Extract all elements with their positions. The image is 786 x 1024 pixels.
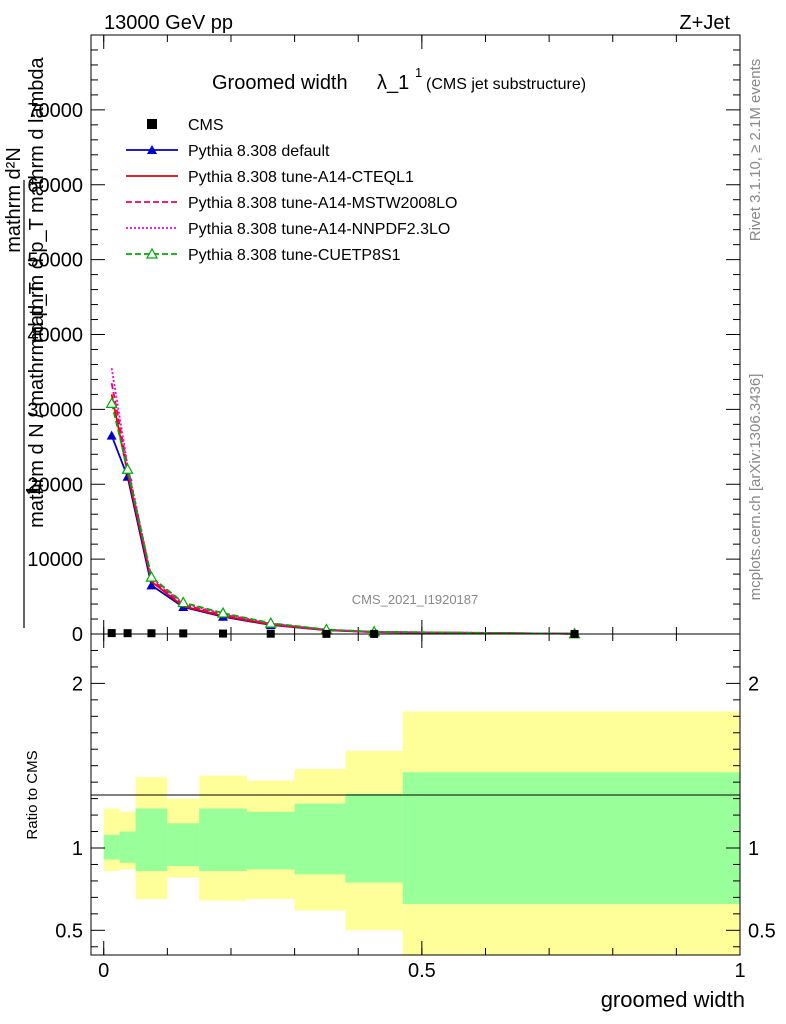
x-axis-label: groomed width	[601, 987, 745, 1012]
series-marker-open-triangle	[145, 570, 158, 582]
series-line	[110, 383, 575, 635]
series-marker-open-triangle	[264, 616, 277, 628]
legend-label: Pythia 8.308 tune-A14-CTEQL1	[188, 169, 414, 186]
main-ylabel: 1 mathrm d N / mathrm d p_T mathrm d²N m…	[3, 56, 48, 628]
series-marker-triangle	[146, 580, 157, 590]
ylabel-denominator: mathrm d N / mathrm d p_T	[26, 282, 48, 528]
cms-data-point	[147, 629, 156, 638]
plot-title-symbol: λ_1	[377, 72, 409, 94]
y-tick-label: 60000	[27, 175, 83, 197]
rivet-label: Rivet 3.1.10, ≥ 2.1M events	[747, 59, 764, 242]
legend-label: Pythia 8.308 tune-A14-MSTW2008LO	[188, 195, 457, 212]
series-line	[110, 394, 575, 635]
series-marker-triangle	[106, 430, 117, 440]
legend-label: Pythia 8.308 tune-A14-NNPDF2.3LO	[188, 221, 450, 238]
ratio-y-tick-label: 1	[72, 838, 83, 860]
legend-marker-open-triangle	[145, 247, 159, 259]
ratio-band-green	[167, 823, 200, 867]
ratio-y-tick-label: 0.5	[55, 920, 83, 942]
plot-title: Groomed width λ_1 1 (CMS jet substructur…	[212, 65, 586, 94]
series-line	[110, 368, 575, 635]
plot-title-superscript: 1	[415, 65, 422, 80]
ratio-axis-ticks: 0.5 0.51 12 20 0.5 1	[55, 634, 776, 982]
series-line	[110, 403, 575, 635]
ratio-band-green	[246, 811, 295, 870]
ratio-band-green	[199, 808, 247, 872]
cms-data-point	[123, 629, 132, 638]
plot-title-subtitle: (CMS jet substructure)	[426, 76, 586, 93]
y-tick-label: 0	[72, 624, 83, 646]
legend: CMS Pythia 8.308 default Pythia 8.308 tune…	[126, 117, 457, 264]
cms-data-point	[107, 629, 116, 638]
energy-label: 13000 GeV pp	[104, 12, 233, 34]
y-tick-label: 30000	[27, 399, 83, 421]
ratio-band-green	[345, 793, 403, 883]
ylabel-numerator: mathrm d²N	[3, 147, 25, 253]
ratio-band-green	[135, 808, 168, 872]
x-tick-label: 1	[734, 960, 745, 982]
series-marker-open-triangle	[217, 606, 230, 618]
ratio-band-green	[103, 834, 120, 860]
legend-label: Pythia 8.308 tune-CUETP8S1	[188, 247, 401, 264]
legend-marker-cms	[147, 119, 157, 129]
y-tick-label: 50000	[27, 250, 83, 272]
process-label: Z+Jet	[679, 12, 730, 34]
ratio-ylabel: Ratio to CMS	[24, 750, 41, 839]
ratio-y-tick-label-right: 2	[748, 673, 759, 695]
ratio-band-green	[119, 831, 136, 863]
legend-label: Pythia 8.308 default	[188, 143, 330, 160]
ratio-band-green	[402, 772, 740, 904]
series-marker-open-triangle	[121, 463, 134, 474]
y-tick-label: 20000	[27, 474, 83, 496]
mcplots-label: mcplots.cern.ch [arXiv:1306.3436]	[747, 374, 764, 601]
legend-label: CMS	[188, 117, 224, 134]
ratio-y-tick-label-right: 1	[748, 838, 759, 860]
series-marker-open-triangle	[177, 596, 190, 608]
ylabel-one: 1	[23, 484, 45, 495]
legend-marker-triangle	[147, 145, 157, 154]
plot-title-main: Groomed width	[212, 72, 348, 94]
x-tick-label: 0.5	[408, 960, 436, 982]
cms-data-point	[179, 629, 188, 638]
ylabel-second-line: mathrm d p_T mathrm d lambda	[26, 56, 48, 342]
ratio-plot-frame	[90, 633, 741, 956]
main-axis-ticks: 0 10000 20000 30000 40000 50000 60000 70000	[27, 35, 741, 646]
x-tick-label: 0	[98, 960, 109, 982]
ratio-band-green	[294, 803, 346, 875]
ratio-bands-group	[103, 711, 740, 955]
main-series-group	[105, 368, 581, 639]
series-marker-open-triangle	[105, 397, 118, 408]
ratio-y-tick-label: 2	[72, 673, 83, 695]
ratio-y-tick-label-right: 0.5	[748, 920, 776, 942]
y-tick-label: 70000	[27, 100, 83, 122]
y-tick-label: 10000	[27, 549, 83, 571]
y-tick-label: 40000	[27, 325, 83, 347]
analysis-id-label: CMS_2021_I1920187	[352, 592, 479, 607]
